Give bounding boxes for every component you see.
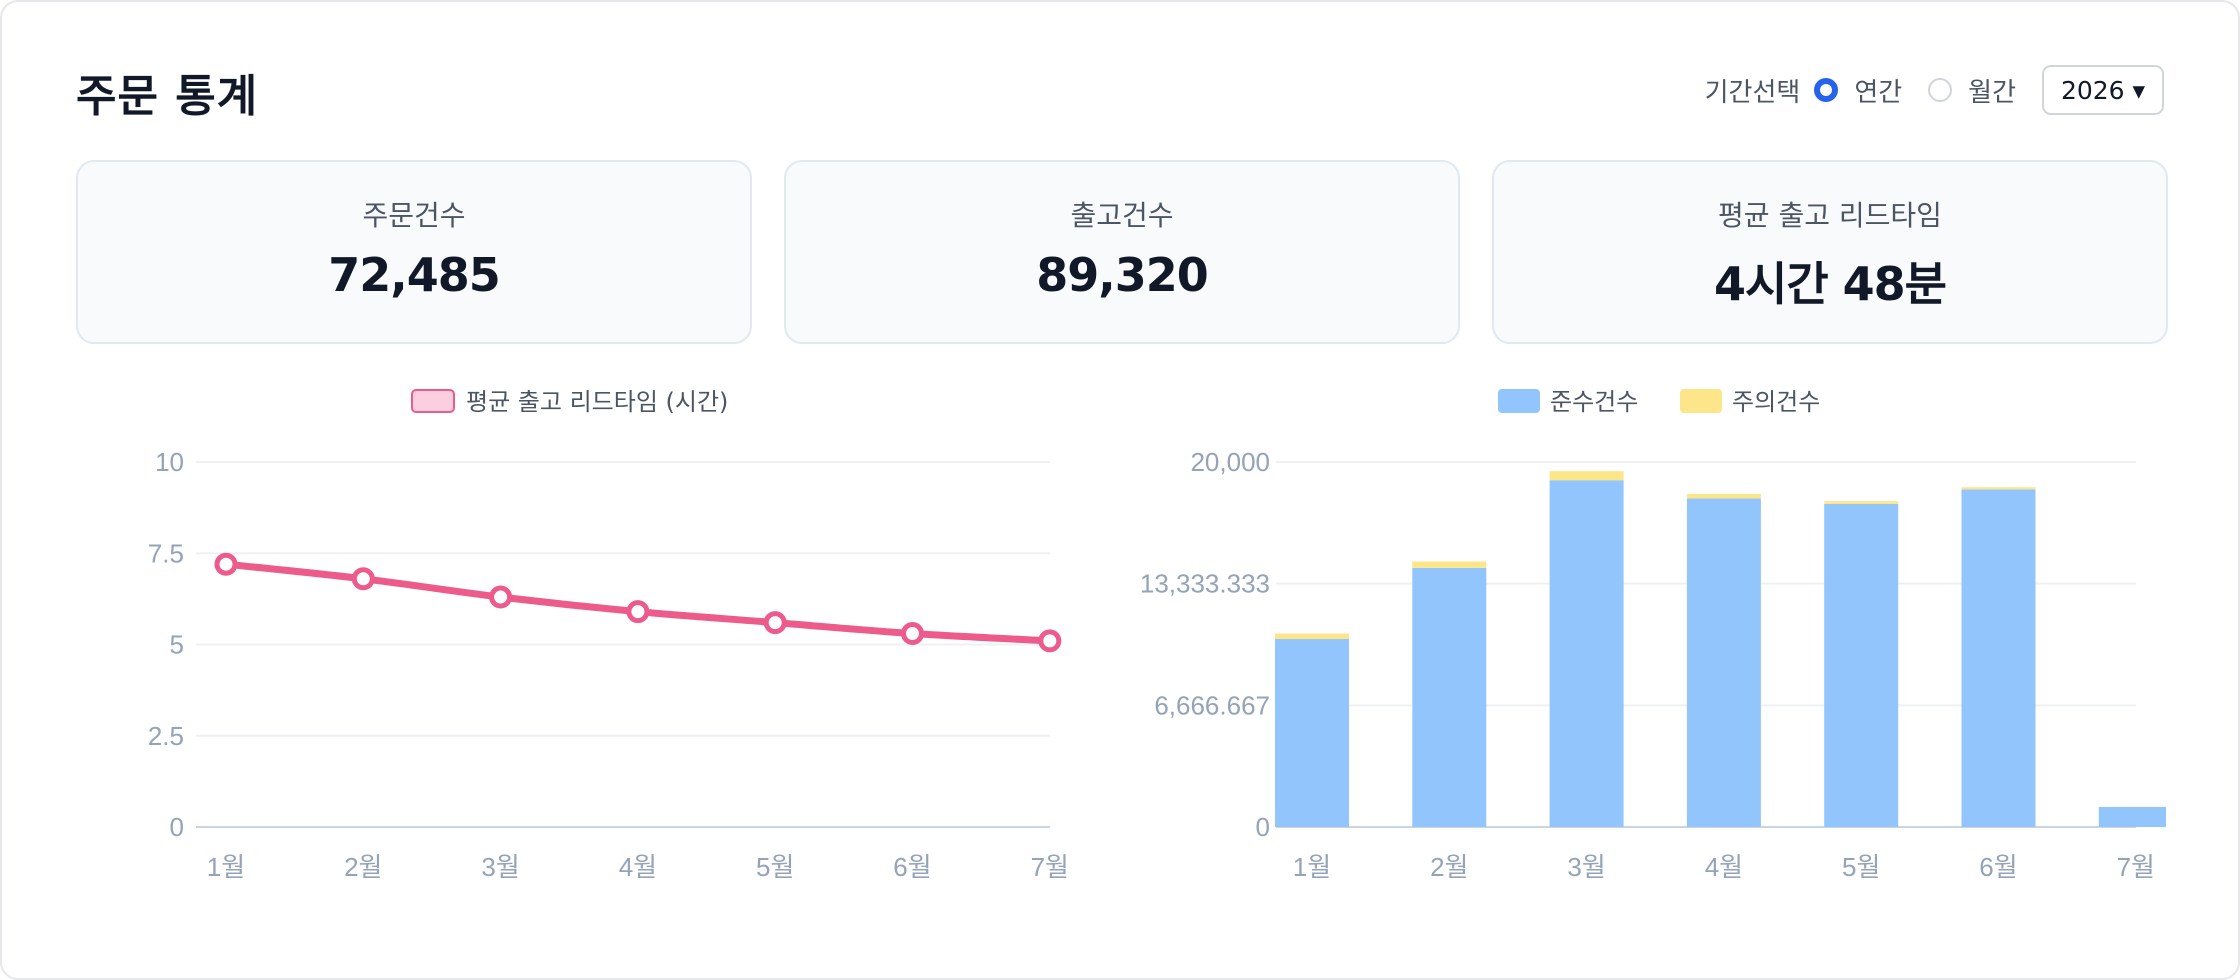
legend-label: 평균 출고 리드타임 (시간): [466, 388, 728, 416]
bar-comply: [1275, 639, 1349, 827]
x-tick-label: 3월: [1567, 852, 1605, 882]
period-selector: 기간선택 연간 월간 2026 ▾: [1705, 65, 2164, 115]
legend-label: 준수건수: [1550, 388, 1638, 416]
bar-comply: [1961, 489, 2036, 827]
y-tick-label: 2.5: [148, 721, 184, 751]
y-tick-label: 5: [170, 630, 184, 660]
data-point: [489, 585, 513, 609]
x-tick-label: 5월: [756, 852, 794, 882]
legend-swatch: [1680, 389, 1722, 413]
card-shipment-count: 출고건수 89,320: [784, 160, 1460, 344]
year-select[interactable]: 2026 ▾: [2042, 65, 2164, 115]
card-value: 4시간 48분: [1714, 257, 1947, 311]
legend-label: 주의건수: [1732, 388, 1820, 416]
x-tick-label: 4월: [619, 852, 657, 882]
card-label: 주문건수: [362, 199, 466, 232]
data-point: [1038, 629, 1062, 653]
x-tick-label: 4월: [1705, 852, 1743, 882]
y-tick-label: 13,333.333: [1140, 569, 1270, 599]
bar-caution: [1824, 501, 1899, 504]
card-value: 72,485: [328, 248, 501, 302]
bar-caution: [1961, 487, 2036, 490]
card-value: 89,320: [1036, 248, 1209, 302]
y-tick-label: 7.5: [148, 538, 184, 568]
bar-comply: [1412, 567, 1487, 827]
data-point: [626, 600, 650, 624]
y-tick-label: 0: [170, 812, 184, 842]
bar-caution: [1686, 493, 1761, 499]
bar-comply: [1824, 503, 1899, 827]
bar-caution: [1549, 471, 1624, 481]
data-point: [763, 611, 787, 635]
data-point: [351, 567, 375, 591]
x-tick-label: 5월: [1842, 852, 1880, 882]
legend-swatch: [411, 389, 455, 413]
card-order-count: 주문건수 72,485: [76, 160, 752, 344]
y-tick-label: 0: [1256, 812, 1270, 842]
x-tick-label: 2월: [344, 852, 382, 882]
period-label: 기간선택: [1704, 77, 1801, 108]
bar-caution: [1275, 633, 1349, 640]
card-avg-leadtime: 평균 출고 리드타임 4시간 48분: [1492, 160, 2168, 344]
data-point: [214, 552, 238, 576]
y-tick-label: 10: [155, 447, 184, 477]
radio-monthly[interactable]: [1928, 78, 1953, 102]
y-tick-label: 20,000: [1190, 447, 1270, 477]
option-monthly-label[interactable]: 월간: [1968, 77, 2016, 108]
x-tick-label: 7월: [1031, 852, 1069, 882]
bar-comply: [2098, 806, 2166, 827]
option-yearly-label[interactable]: 연간: [1854, 77, 1903, 108]
radio-yearly[interactable]: [1814, 78, 1839, 102]
x-tick-label: 1월: [207, 852, 245, 882]
x-tick-label: 7월: [2117, 852, 2155, 882]
x-tick-label: 1월: [1293, 852, 1331, 882]
bar-comply: [1549, 480, 1624, 827]
page-title: 주문 통계: [76, 71, 259, 122]
x-tick-label: 2월: [1430, 852, 1468, 882]
legend-swatch: [1498, 389, 1540, 413]
x-tick-label: 6월: [1979, 852, 2017, 882]
card-label: 출고건수: [1070, 199, 1174, 232]
x-tick-label: 6월: [893, 852, 931, 882]
y-tick-label: 6,666.667: [1154, 690, 1270, 720]
card-label: 평균 출고 리드타임: [1718, 199, 1942, 232]
bar-comply: [1686, 498, 1761, 827]
x-tick-label: 3월: [481, 852, 519, 882]
bar-caution: [1412, 561, 1487, 568]
data-point: [901, 622, 924, 646]
